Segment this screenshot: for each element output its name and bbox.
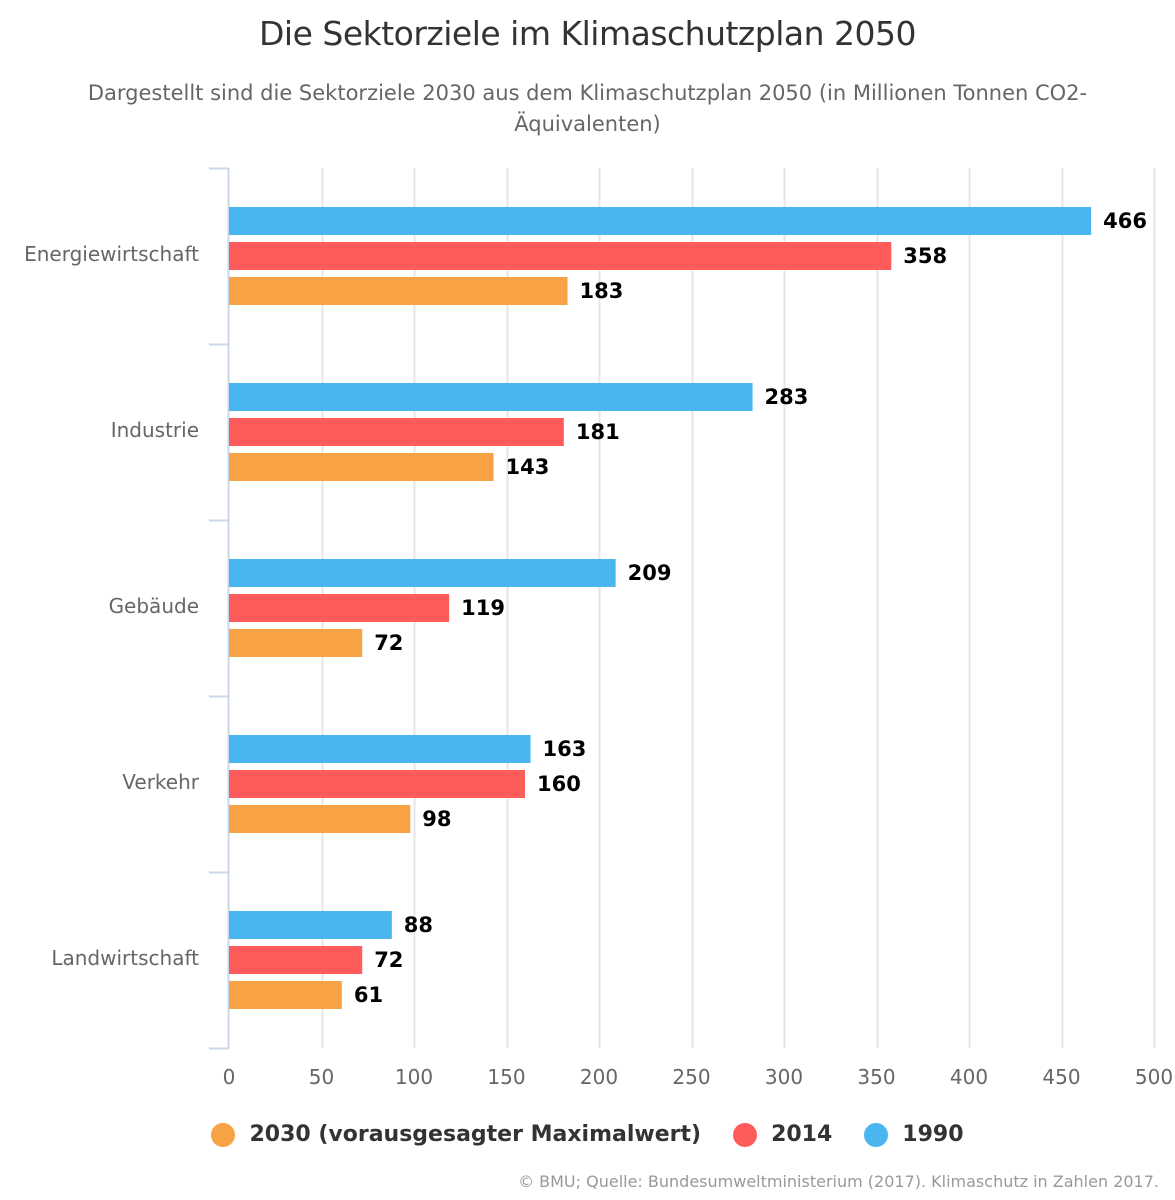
bar-1990-verkehr[interactable] xyxy=(229,735,531,763)
bar-1990-gebäude[interactable] xyxy=(229,559,616,587)
data-label: 119 xyxy=(461,596,505,620)
category-label: Industrie xyxy=(111,418,199,442)
x-tick-label: 250 xyxy=(672,1065,710,1089)
x-tick-label: 0 xyxy=(223,1065,236,1089)
legend-item-1990[interactable]: 1990 xyxy=(864,1122,964,1147)
y-axis xyxy=(209,167,230,1050)
bar-2030-landwirtschaft[interactable] xyxy=(229,981,342,1009)
bar-2014-gebäude[interactable] xyxy=(229,594,450,622)
x-tick-label: 150 xyxy=(487,1065,525,1089)
x-tick-label: 100 xyxy=(395,1065,433,1089)
bar-2014-energiewirtschaft[interactable] xyxy=(229,242,892,270)
bar-2030-energiewirtschaft[interactable] xyxy=(229,277,568,305)
legend-label: 1990 xyxy=(902,1122,964,1147)
bar-2014-verkehr[interactable] xyxy=(229,770,525,798)
category-label: Gebäude xyxy=(109,594,199,618)
data-label: 72 xyxy=(374,948,403,972)
data-label: 61 xyxy=(354,983,383,1007)
data-label: 163 xyxy=(543,737,587,761)
data-label: 88 xyxy=(404,913,433,937)
chart-subtitle: Dargestellt sind die Sektorziele 2030 au… xyxy=(87,81,1088,136)
category-label: Energiewirtschaft xyxy=(24,242,199,266)
x-tick-label: 400 xyxy=(950,1065,988,1089)
x-tick-label: 500 xyxy=(1135,1065,1173,1089)
bar-1990-industrie[interactable] xyxy=(229,383,753,411)
chart-plot: 4663581832831811432091197216316098887261… xyxy=(24,167,1173,1089)
bar-2014-industrie[interactable] xyxy=(229,418,564,446)
bar-1990-energiewirtschaft[interactable] xyxy=(229,207,1092,235)
data-label: 72 xyxy=(374,631,403,655)
credits: © BMU; Quelle: Bundesumweltministerium (… xyxy=(518,1172,1159,1191)
category-labels: Energiewirtschaft Industrie Gebäude Verkehr… xyxy=(24,242,200,970)
legend-label: 2014 xyxy=(771,1122,833,1147)
data-label: 98 xyxy=(422,807,451,831)
x-tick-label: 300 xyxy=(765,1065,803,1089)
legend: 2030 (vorausgesagter Maximalwert) 2014 199… xyxy=(0,1122,1175,1147)
x-tick-label: 200 xyxy=(580,1065,618,1089)
data-label: 143 xyxy=(506,455,550,479)
data-label: 183 xyxy=(580,279,624,303)
legend-item-2014[interactable]: 2014 xyxy=(733,1122,832,1147)
bar-2030-gebäude[interactable] xyxy=(229,629,363,657)
grid-lines xyxy=(321,168,1156,1048)
data-label: 358 xyxy=(903,244,947,268)
data-label: 466 xyxy=(1103,209,1147,233)
data-label: 283 xyxy=(765,385,809,409)
bar-1990-landwirtschaft[interactable] xyxy=(229,911,392,939)
legend-item-2030[interactable]: 2030 (vorausgesagter Maximalwert) xyxy=(211,1122,701,1147)
bar-2014-landwirtschaft[interactable] xyxy=(229,946,363,974)
data-label: 160 xyxy=(537,772,581,796)
x-tick-label: 50 xyxy=(309,1065,334,1089)
bars xyxy=(229,207,1092,1009)
circle-marker-icon xyxy=(733,1122,758,1147)
category-label: Landwirtschaft xyxy=(51,946,199,970)
data-label: 209 xyxy=(628,561,672,585)
circle-marker-icon xyxy=(211,1122,236,1147)
x-tick-labels: 0 50 100 150 200 250 300 350 400 450 500 xyxy=(223,1065,1173,1089)
data-label: 181 xyxy=(576,420,620,444)
legend-label: 2030 (vorausgesagter Maximalwert) xyxy=(249,1122,702,1147)
chart-title: Die Sektorziele im Klimaschutzplan 2050 xyxy=(259,14,916,53)
bar-2030-industrie[interactable] xyxy=(229,453,494,481)
x-tick-label: 350 xyxy=(857,1065,895,1089)
circle-marker-icon xyxy=(864,1122,889,1147)
x-tick-label: 450 xyxy=(1042,1065,1080,1089)
bar-2030-verkehr[interactable] xyxy=(229,805,411,833)
category-label: Verkehr xyxy=(122,770,200,794)
